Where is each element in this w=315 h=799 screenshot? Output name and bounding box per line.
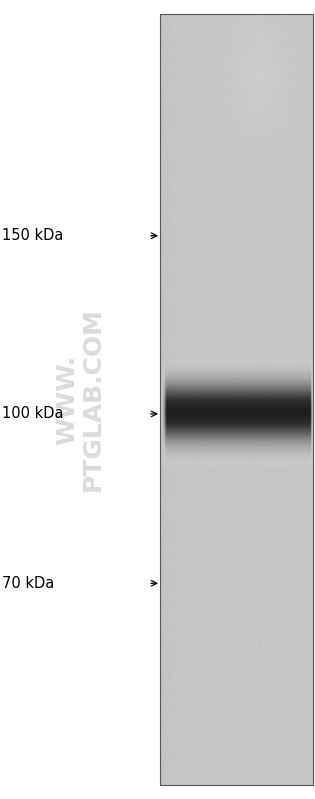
Text: 70 kDa: 70 kDa: [2, 576, 54, 590]
Text: 150 kDa: 150 kDa: [2, 229, 63, 243]
Text: 100 kDa: 100 kDa: [2, 407, 64, 421]
Text: WWW.
PTGLAB.COM: WWW. PTGLAB.COM: [55, 308, 105, 491]
Bar: [160, 14, 313, 785]
